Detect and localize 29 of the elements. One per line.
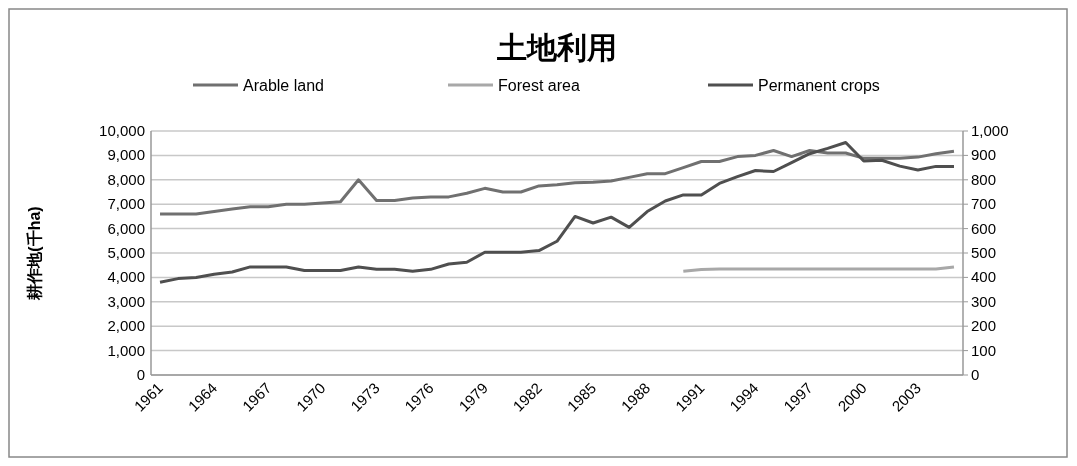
y-tick-label: 8,000 [107, 170, 145, 188]
y2-tick-label: 700 [971, 195, 997, 213]
legend-label: Arable land [243, 77, 324, 94]
y-tick-label: 9,000 [107, 146, 145, 164]
y-axis-title: 耕作地(千ha) [26, 206, 43, 301]
y-tick-label: 1,000 [107, 341, 145, 359]
y2-tick-label: 800 [971, 170, 997, 188]
y-tick-label: 5,000 [107, 244, 145, 261]
y2-tick-label: 200 [971, 317, 997, 335]
y2-tick-label: 600 [971, 219, 997, 237]
chart-title: 土地利用 [496, 31, 617, 64]
y2-tick-label: 500 [971, 244, 997, 261]
y2-tick-label: 1,000 [971, 122, 1009, 139]
y2-tick-label: 100 [971, 341, 997, 359]
y-tick-label: 2,000 [107, 317, 145, 335]
y-tick-label: 7,000 [107, 195, 145, 213]
line-series [158, 140, 956, 284]
y2-tick-label: 300 [971, 292, 997, 310]
y-tick-label: 0 [136, 366, 145, 383]
y-tick-label: 3,000 [107, 292, 145, 310]
legend-label: Forest area [498, 77, 580, 94]
y2-tick-label: 900 [971, 146, 997, 164]
legend-label: Permanent crops [758, 77, 880, 94]
y-tick-label: 10,000 [99, 122, 145, 139]
y2-tick-label: 400 [971, 268, 997, 286]
y2-tick-label: 0 [971, 366, 980, 383]
line-series [158, 149, 956, 216]
y-tick-label: 4,000 [107, 268, 145, 286]
y-tick-label: 6,000 [107, 219, 145, 237]
